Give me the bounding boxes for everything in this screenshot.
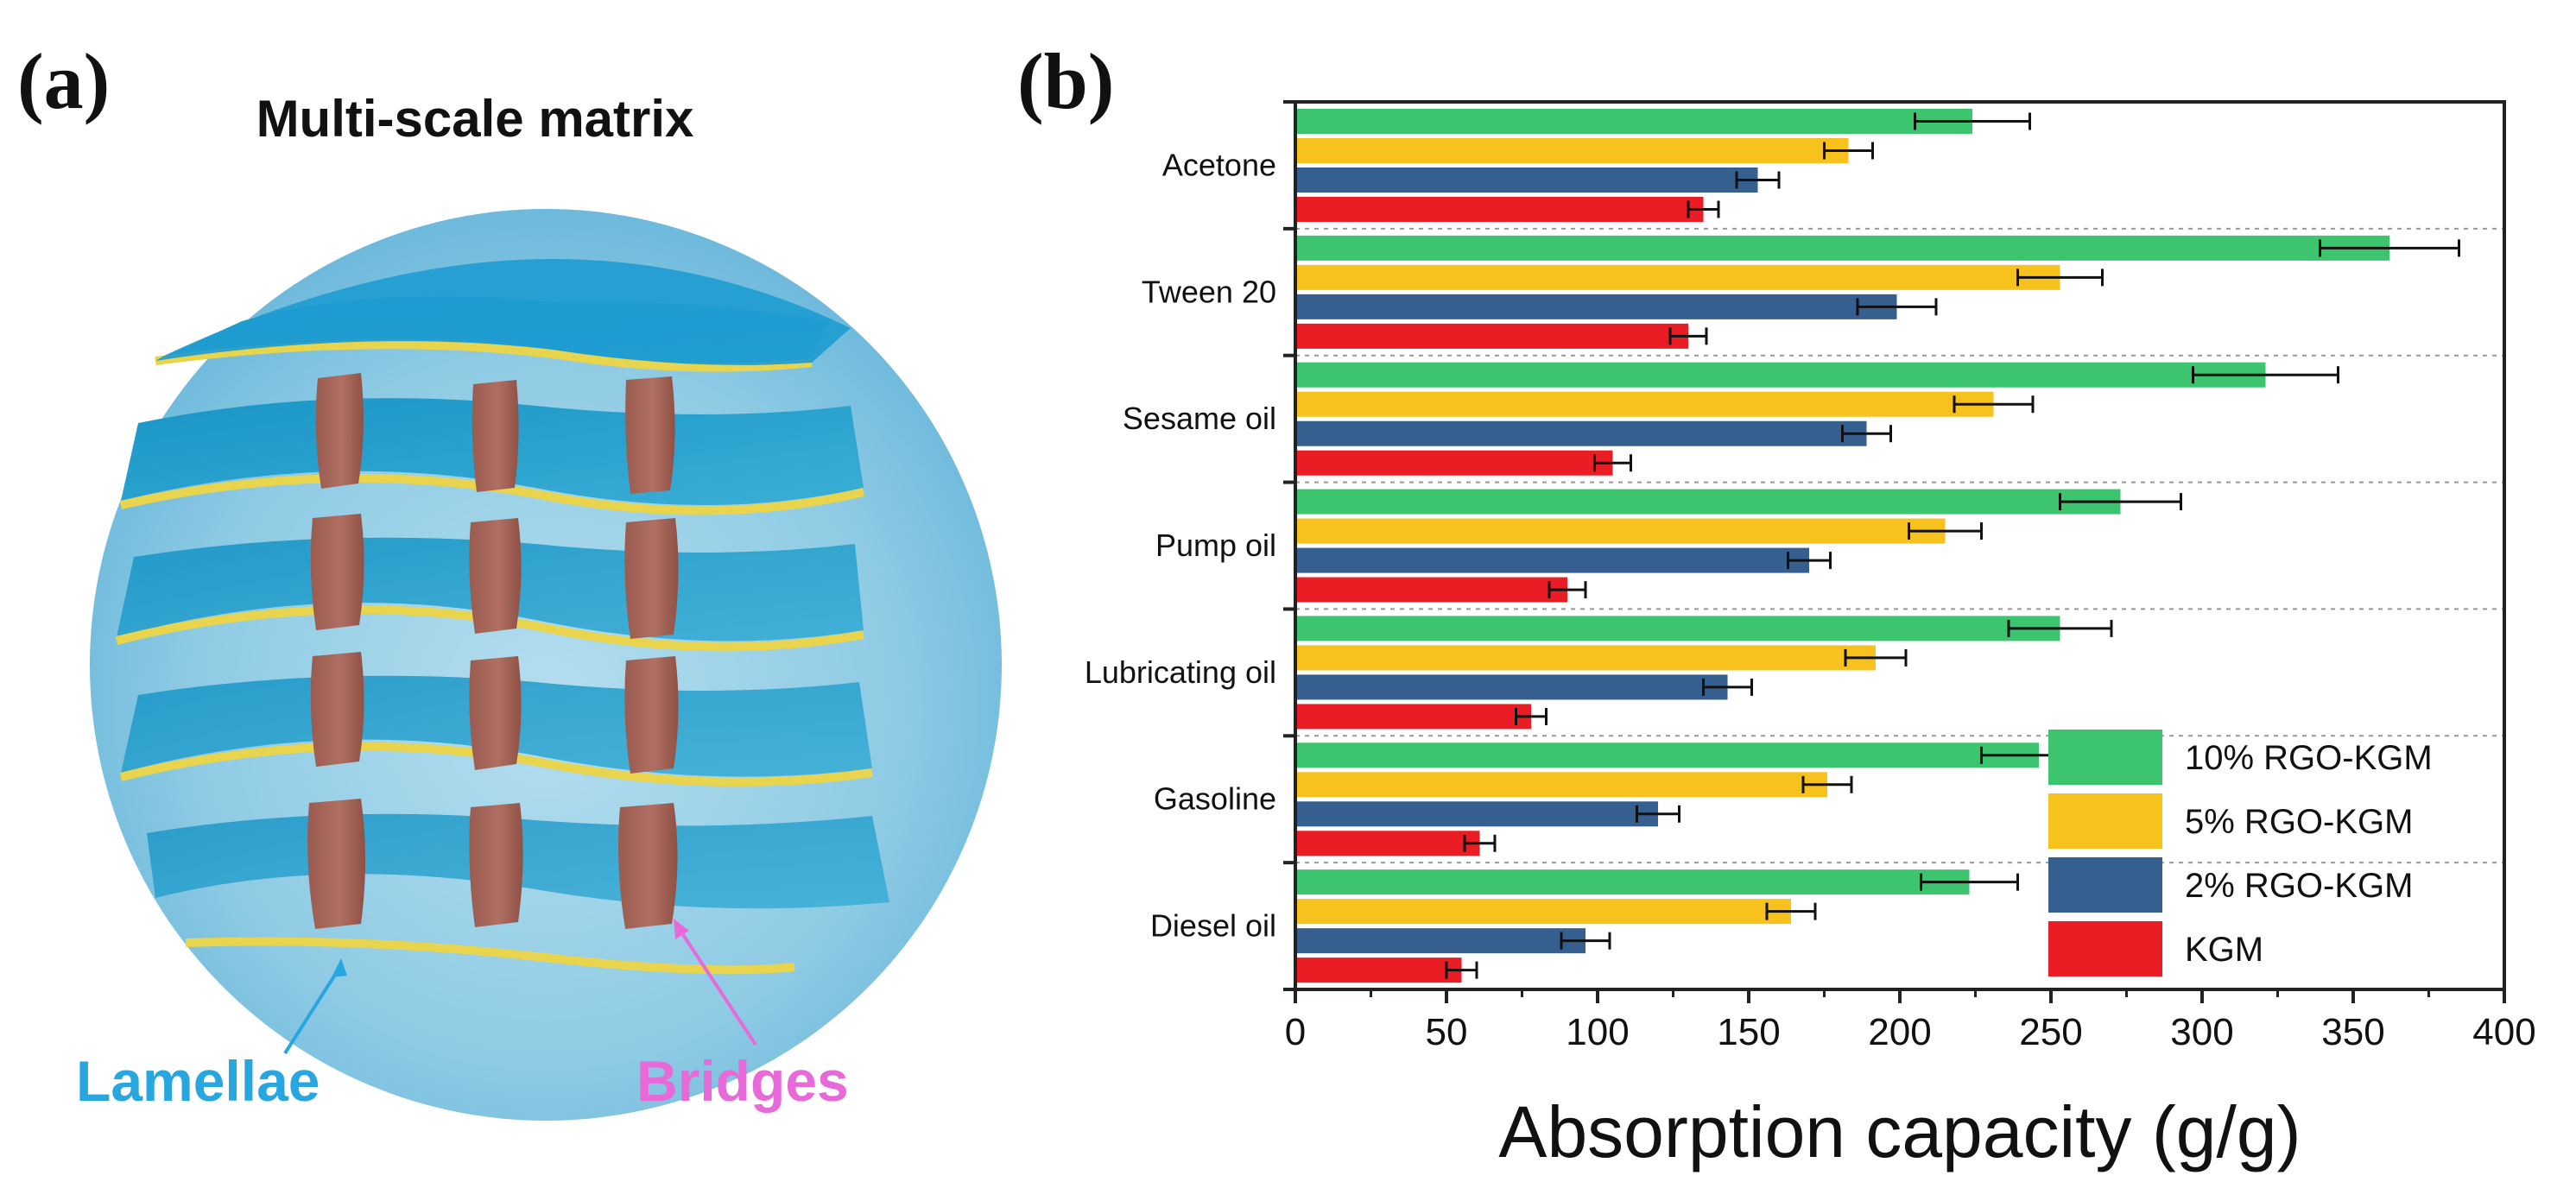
bar-2-rgo-kgm-acetone <box>1295 167 1758 193</box>
bridges <box>307 373 679 929</box>
bar-10-rgo-kgm-sesame-oil <box>1295 362 2266 388</box>
bridge <box>469 656 522 770</box>
lamellae-label: Lamellae <box>76 1049 320 1113</box>
lamella-2-edge <box>119 473 865 515</box>
bar-2-rgo-kgm-sesame-oil <box>1295 420 1867 446</box>
bar-5-rgo-kgm-diesel-oil <box>1295 899 1791 925</box>
bridges-annotation: Bridges <box>636 919 849 1113</box>
bar-kgm-pump-oil <box>1295 577 1567 603</box>
bar-5-rgo-kgm-acetone <box>1295 138 1849 163</box>
plot-frame <box>1294 100 2506 991</box>
y-tick-label: Diesel oil <box>1150 908 1276 944</box>
x-tick-label: 100 <box>1566 1011 1629 1053</box>
x-tick-label: 300 <box>2170 1011 2233 1053</box>
panel-a-title: Multi-scale matrix <box>256 90 694 148</box>
bar-2-rgo-kgm-diesel-oil <box>1295 928 1585 954</box>
panel-b-label: (b) <box>1017 37 1114 125</box>
bars <box>1295 109 2389 983</box>
y-tick-label: Acetone <box>1162 147 1276 182</box>
bridge <box>315 373 364 489</box>
bridge <box>469 518 522 634</box>
bridges-label: Bridges <box>636 1049 849 1113</box>
y-tick-label: Pump oil <box>1155 528 1276 563</box>
bridge <box>307 799 365 929</box>
lamella-bottom-edge <box>185 937 795 975</box>
category-separators <box>1295 227 2504 864</box>
bar-kgm-lubricating-oil <box>1295 704 1531 730</box>
legend: 10% RGO-KGM 5% RGO-KGM 2% RGO-KGM KGM <box>2048 730 2433 976</box>
bar-2-rgo-kgm-pump-oil <box>1295 547 1809 573</box>
bar-kgm-sesame-oil <box>1295 450 1613 476</box>
bar-5-rgo-kgm-lubricating-oil <box>1295 645 1876 671</box>
x-tick-label: 350 <box>2321 1011 2384 1053</box>
lamellae-annotation: Lamellae <box>76 958 347 1113</box>
bar-5-rgo-kgm-tween-20 <box>1295 264 2060 290</box>
bar-10-rgo-kgm-pump-oil <box>1295 489 2121 515</box>
bar-5-rgo-kgm-sesame-oil <box>1295 391 1994 417</box>
bar-2-rgo-kgm-gasoline <box>1295 801 1658 827</box>
lamellae-arrow <box>283 964 343 1055</box>
legend-swatch <box>2048 730 2162 785</box>
y-axis: Acetone Tween 20 Sesame oil Pump oil Lubrica… <box>1085 100 1295 991</box>
bridges-arrow <box>675 924 757 1046</box>
x-tick-label: 50 <box>1426 1011 1468 1053</box>
bridge <box>469 803 523 927</box>
y-tick-label: Lubricating oil <box>1085 654 1276 690</box>
bar-10-rgo-kgm-tween-20 <box>1295 235 2389 261</box>
bridge <box>625 376 675 494</box>
bar-2-rgo-kgm-tween-20 <box>1295 294 1897 319</box>
x-tick-label: 150 <box>1717 1011 1780 1053</box>
legend-swatch <box>2048 857 2162 913</box>
x-tick-label: 400 <box>2472 1011 2535 1053</box>
bar-kgm-acetone <box>1295 197 1704 222</box>
bar-10-rgo-kgm-lubricating-oil <box>1295 616 2060 641</box>
bar-kgm-tween-20 <box>1295 323 1688 349</box>
legend-label: 10% RGO-KGM <box>2185 739 2433 777</box>
bar-2-rgo-kgm-lubricating-oil <box>1295 674 1728 700</box>
legend-label: 5% RGO-KGM <box>2185 803 2413 841</box>
bridge <box>624 656 679 774</box>
lamella-4-edge <box>119 742 873 787</box>
legend-swatch <box>2048 921 2162 976</box>
x-axis-title: Absorption capacity (g/g) <box>1498 1091 2301 1172</box>
legend-swatch <box>2048 793 2162 849</box>
y-tick-label: Sesame oil <box>1123 401 1276 436</box>
panel-b-chart: (b) Acetone Tween 20 Sesame oil Pump oil Lub… <box>1017 37 2536 1172</box>
bar-5-rgo-kgm-gasoline <box>1295 772 1827 798</box>
bar-10-rgo-kgm-gasoline <box>1295 742 2039 768</box>
bridge <box>310 514 364 630</box>
x-tick-label: 0 <box>1285 1011 1306 1053</box>
bar-10-rgo-kgm-acetone <box>1295 109 1972 134</box>
x-tick-label: 200 <box>1868 1011 1931 1053</box>
y-tick-label: Tween 20 <box>1142 274 1276 309</box>
lamella-3-edge <box>115 605 864 652</box>
lamella-1-edge <box>155 340 813 372</box>
bridge <box>310 652 364 767</box>
x-tick-label: 250 <box>2019 1011 2082 1053</box>
bridge <box>472 380 519 492</box>
lamellae-arrowhead <box>332 958 347 977</box>
x-axis: 0 50 100 150 200 250 300 350 400 <box>1285 989 2536 1053</box>
y-tick-label: Gasoline <box>1154 781 1276 817</box>
legend-label: 2% RGO-KGM <box>2185 867 2413 905</box>
bar-5-rgo-kgm-pump-oil <box>1295 518 1946 544</box>
bridge <box>618 803 678 929</box>
legend-label: KGM <box>2185 931 2263 969</box>
panel-a-schematic: (a) Multi-scale matrix <box>17 37 1002 1121</box>
panel-a-label: (a) <box>17 37 110 125</box>
bridges-arrowhead <box>674 919 689 939</box>
bar-kgm-diesel-oil <box>1295 957 1462 983</box>
bar-10-rgo-kgm-diesel-oil <box>1295 869 1970 895</box>
bridge <box>624 518 679 639</box>
bar-kgm-gasoline <box>1295 831 1480 856</box>
